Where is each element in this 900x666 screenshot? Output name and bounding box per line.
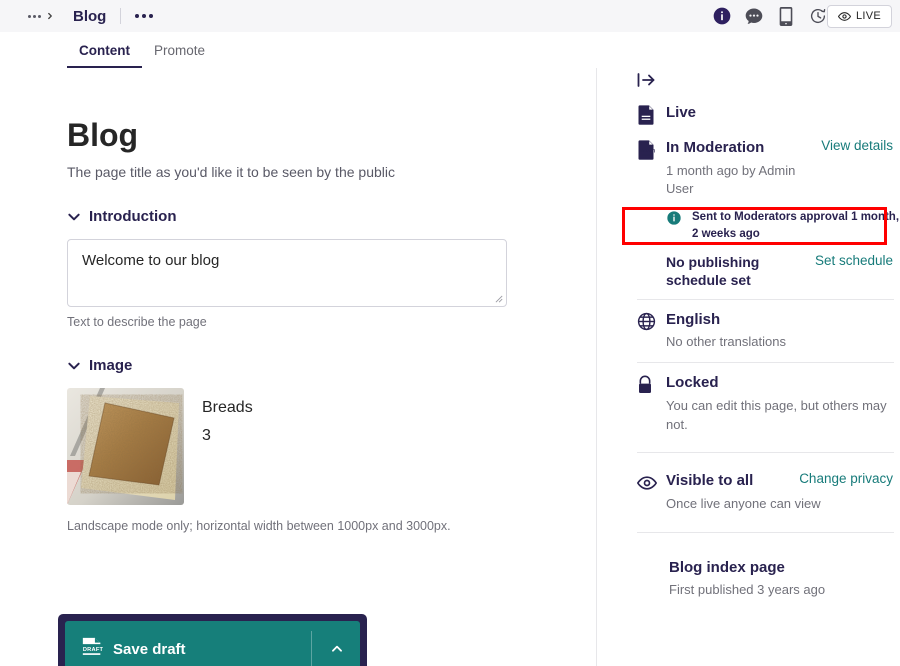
svg-text:DRAFT: DRAFT	[83, 647, 103, 653]
svg-text:DRAFT: DRAFT	[641, 149, 655, 154]
